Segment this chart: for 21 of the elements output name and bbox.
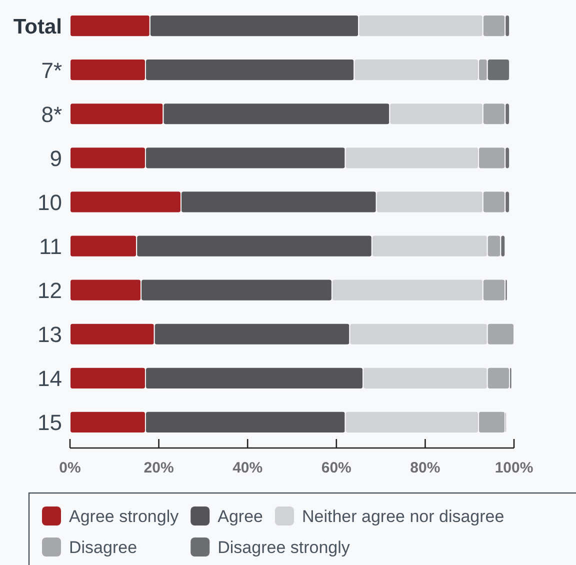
legend-label: Neither agree nor disagree (302, 506, 504, 526)
x-tick-label: 0% (59, 459, 81, 476)
x-tick-label: 20% (144, 459, 174, 476)
y-tick-label: 11 (39, 234, 62, 259)
y-tick-label: 8* (41, 102, 62, 127)
legend-label: Agree (218, 506, 263, 526)
y-tick-label: 15 (38, 410, 62, 436)
y-tick-label: 12 (38, 278, 62, 303)
legend-label: Agree strongly (69, 506, 180, 526)
y-tick-label: 14 (38, 366, 62, 392)
x-tick-label: 100% (494, 459, 534, 476)
legend-label: Disagree strongly (218, 538, 350, 557)
x-tick-label: 40% (232, 459, 263, 476)
y-tick-label: 10 (38, 190, 62, 215)
x-tick-label: 60% (321, 459, 352, 476)
x-tick-label: 80% (410, 459, 440, 476)
y-tick-label: 13 (38, 322, 62, 348)
y-tick-label: Total (13, 15, 62, 38)
y-tick-label: 7* (41, 58, 62, 83)
legend-label: Disagree (69, 538, 138, 557)
y-tick-label: 9 (50, 146, 62, 171)
